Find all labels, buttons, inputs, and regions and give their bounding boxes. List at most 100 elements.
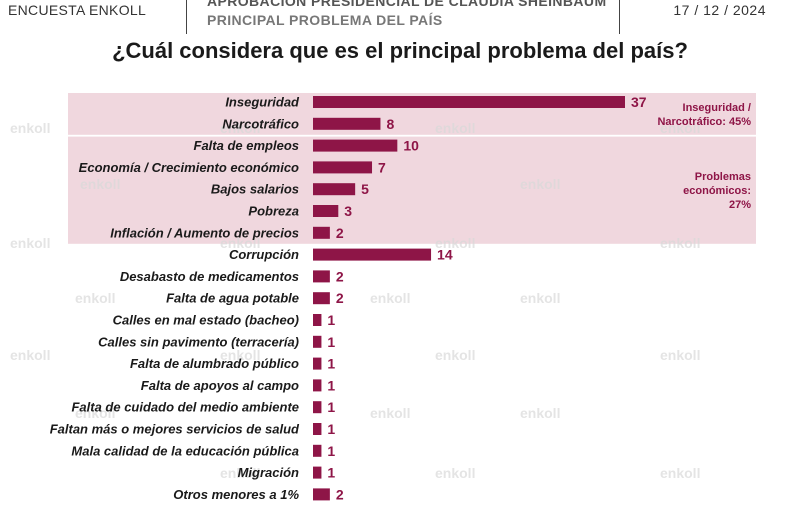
watermark-text: enkoll — [520, 176, 560, 192]
bar — [313, 401, 322, 414]
bar-row: Narcotráfico 8 — [222, 116, 394, 132]
group-label: Problemas — [695, 171, 751, 183]
category-label: Falta de alumbrado público — [130, 356, 299, 371]
watermark-text: enkoll — [220, 347, 260, 363]
watermark-text: enkoll — [370, 405, 410, 421]
bar-row: Economía / Crecimiento económico 7 — [79, 159, 386, 175]
watermark-text: enkoll — [660, 235, 700, 251]
watermarks: enkoll enkoll enkoll enkoll enkoll enkoll enko… — [10, 120, 700, 481]
bar — [313, 357, 322, 370]
bar-row: Calles sin pavimento (terracería) 1 — [98, 334, 335, 350]
bar — [313, 379, 322, 392]
watermark-text: enkoll — [10, 235, 50, 251]
bar — [313, 444, 322, 457]
value-label: 1 — [327, 421, 335, 437]
bar-row: Falta de agua potable 2 — [166, 290, 344, 306]
group-label: 27% — [729, 199, 751, 211]
bar-row: Falta de empleos 10 — [194, 138, 420, 154]
bar — [313, 183, 356, 196]
category-label: Bajos salarios — [211, 182, 299, 197]
category-label: Falta de empleos — [194, 138, 299, 153]
value-label: 1 — [327, 443, 335, 459]
value-label: 8 — [386, 116, 394, 132]
group-label: económicos: — [683, 185, 751, 197]
category-label: Falta de agua potable — [166, 291, 299, 306]
bar-row: Faltan más o mejores servicios de salud 1 — [50, 421, 336, 437]
bar — [313, 270, 330, 283]
category-label: Economía / Crecimiento económico — [79, 160, 299, 175]
bar-row: Calles en mal estado (bacheo) 1 — [113, 312, 336, 328]
header-title: APROBACIÓN PRESIDENCIAL DE CLAUDIA SHEIN… — [207, 0, 607, 9]
value-label: 1 — [327, 334, 335, 350]
bar — [313, 248, 432, 261]
bar — [313, 96, 625, 108]
value-label: 7 — [378, 159, 386, 175]
value-label: 1 — [327, 356, 335, 372]
value-label: 2 — [336, 225, 344, 241]
bar-row: Inflación / Aumento de precios 2 — [110, 225, 344, 241]
group-band — [68, 136, 756, 244]
watermark-text: enkoll — [75, 290, 115, 306]
watermark-text: enkoll — [435, 235, 475, 251]
bar — [313, 139, 398, 152]
chart-title: ¿Cuál considera que es el principal prob… — [112, 38, 688, 63]
header-center: APROBACIÓN PRESIDENCIAL DE CLAUDIA SHEIN… — [186, 0, 620, 34]
watermark-text: enkoll — [75, 405, 115, 421]
watermark-text: enkoll — [660, 465, 700, 481]
header-subtitle: PRINCIPAL PROBLEMA DEL PAÍS — [207, 12, 443, 28]
group-label: Inseguridad / — [683, 102, 751, 114]
bar-row: Falta de cuidado del medio ambiente 1 — [71, 399, 335, 415]
category-label: Otros menores a 1% — [173, 487, 299, 502]
category-label: Corrupción — [229, 247, 299, 262]
watermark-text: enkoll — [220, 120, 260, 136]
category-label: Calles en mal estado (bacheo) — [113, 313, 299, 328]
value-label: 3 — [344, 203, 352, 219]
category-label: Narcotráfico — [222, 116, 299, 131]
bar — [313, 466, 322, 479]
value-label: 37 — [631, 94, 647, 110]
survey-date: 17 / 12 / 2024 — [673, 2, 766, 18]
bar — [313, 117, 381, 130]
bar — [313, 488, 330, 501]
watermark-text: enkoll — [10, 120, 50, 136]
bar-row: Pobreza 3 — [248, 203, 352, 219]
watermark-text: enkoll — [220, 465, 260, 481]
value-label: 1 — [327, 465, 335, 481]
category-label: Pobreza — [248, 204, 299, 219]
bar — [313, 423, 322, 435]
bar-row: Mala calidad de la educación pública 1 — [71, 443, 335, 459]
bar-row: Falta de alumbrado público 1 — [130, 356, 335, 372]
watermark-text: enkoll — [370, 290, 410, 306]
bar-row: Desabasto de medicamentos 2 — [120, 268, 344, 284]
bar-row: Bajos salarios 5 — [211, 181, 369, 197]
value-label: 14 — [437, 247, 453, 263]
survey-label: ENCUESTA ENKOLL — [8, 2, 147, 18]
group-label: Narcotráfico: 45% — [657, 116, 751, 128]
category-label: Desabasto de medicamentos — [120, 269, 299, 284]
category-label: Calles sin pavimento (terracería) — [98, 334, 299, 349]
watermark-text: enkoll — [520, 290, 560, 306]
value-label: 2 — [336, 290, 344, 306]
watermark-text: enkoll — [435, 465, 475, 481]
value-label: 2 — [336, 268, 344, 284]
bar — [313, 161, 373, 174]
watermark-text: enkoll — [660, 120, 700, 136]
value-label: 5 — [361, 181, 369, 197]
bar-row: Falta de apoyos al campo 1 — [141, 377, 336, 393]
bar — [313, 205, 339, 217]
value-label: 1 — [327, 312, 335, 328]
value-label: 10 — [403, 138, 419, 154]
bar — [313, 314, 322, 326]
watermark-text: enkoll — [520, 405, 560, 421]
value-label: 1 — [327, 377, 335, 393]
category-label: Inseguridad — [225, 95, 300, 110]
bar — [313, 335, 322, 348]
watermark-text: enkoll — [660, 347, 700, 363]
category-label: Falta de apoyos al campo — [141, 378, 299, 393]
bar — [313, 226, 330, 239]
watermark-text: enkoll — [80, 176, 120, 192]
watermark-text: enkoll — [220, 235, 260, 251]
category-label: Inflación / Aumento de precios — [110, 225, 299, 240]
